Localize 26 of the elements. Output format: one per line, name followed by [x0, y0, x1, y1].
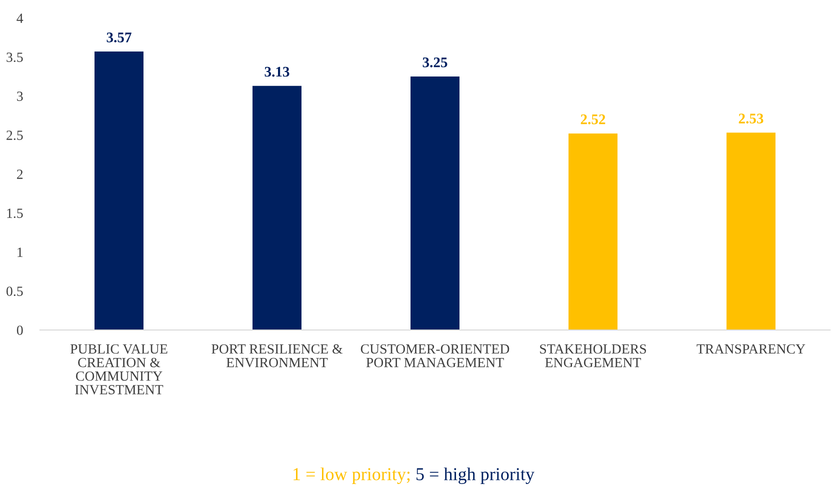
x-tick-label: TRANSPARENCY [696, 344, 806, 354]
data-label: 2.52 [580, 114, 606, 124]
y-tick-label: 3.5 [6, 52, 23, 62]
data-label: 3.25 [422, 57, 448, 68]
data-label: 3.13 [264, 66, 290, 77]
text: 1 = low priority; [294, 468, 410, 484]
data-label: 2.53 [738, 114, 764, 124]
bar [726, 132, 776, 330]
y-tick-label: 1.5 [7, 208, 23, 218]
bar [252, 86, 302, 330]
y-tick-label: 3 [17, 92, 23, 101]
x-tick-label: CUSTOMER-ORIENTED PORT MANAGEMENT [360, 344, 510, 368]
y-tick-label: 2.5 [6, 130, 23, 140]
bar [410, 76, 460, 330]
x-tick-label: PORT RESILIENCE & ENVIRONMENT [212, 344, 343, 368]
y-tick-label: 0.5 [6, 286, 23, 296]
y-tick-label: 0 [16, 326, 23, 335]
y-tick-label: 2 [17, 170, 23, 179]
bar [568, 133, 618, 330]
x-tick-label: STAKEHOLDERS ENGAGEMENT [540, 344, 646, 368]
y-tick-label: 1 [18, 248, 22, 257]
text: 5 = high priority [416, 468, 534, 484]
data-label: 3.57 [106, 32, 132, 42]
bar [94, 52, 144, 330]
y-tick-label: 4 [16, 14, 24, 23]
x-tick-label: PUBLIC VALUE CREATION & COMMUNITY INVESTMENT [70, 344, 168, 394]
